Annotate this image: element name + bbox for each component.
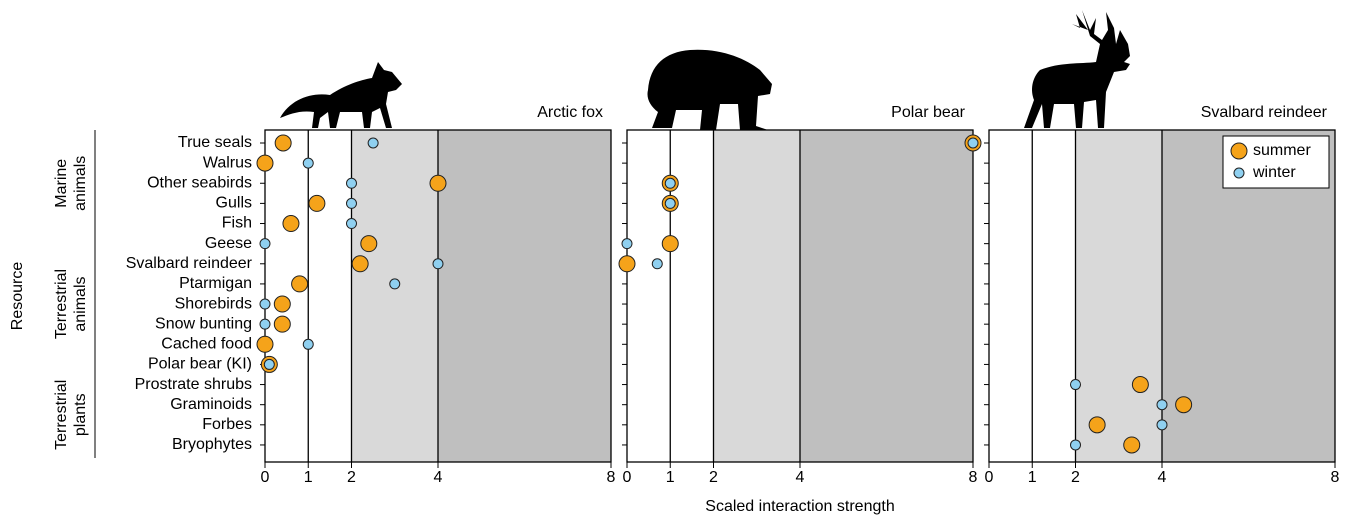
y-axis-label: Resource — [9, 262, 26, 331]
point — [1176, 397, 1192, 413]
point — [1124, 437, 1140, 453]
point — [352, 256, 368, 272]
y-tick-label: Gulls — [216, 195, 252, 212]
y-tick-label: Ptarmigan — [179, 275, 252, 292]
y-tick-label: Polar bear (KI) — [148, 356, 252, 373]
legend-label: winter — [1252, 164, 1296, 181]
point — [433, 259, 443, 269]
panel-title: Arctic fox — [537, 104, 603, 121]
y-tick-label: Fish — [222, 215, 252, 232]
legend-marker — [1234, 168, 1244, 178]
point — [309, 195, 325, 211]
point — [1089, 417, 1105, 433]
point — [260, 319, 270, 329]
x-tick-label: 8 — [969, 469, 978, 486]
point — [622, 239, 632, 249]
y-tick-label: True seals — [178, 134, 252, 151]
group-label: animals — [72, 156, 89, 211]
y-tick-label: Walrus — [203, 154, 252, 171]
y-tick-label: Snow bunting — [155, 315, 252, 332]
point — [257, 336, 273, 352]
point — [264, 359, 274, 369]
panel-title: Svalbard reindeer — [1201, 104, 1328, 121]
shade-band — [800, 130, 973, 462]
x-tick-label: 2 — [709, 469, 718, 486]
x-tick-label: 1 — [304, 469, 313, 486]
point — [1157, 420, 1167, 430]
reindeer-silhouette — [1024, 10, 1130, 128]
group-label: plants — [72, 393, 89, 436]
x-tick-label: 1 — [666, 469, 675, 486]
antler — [1072, 14, 1088, 30]
group-label: Marine — [53, 159, 70, 208]
legend-marker — [1231, 143, 1247, 159]
legend-label: summer — [1253, 142, 1311, 159]
point — [347, 198, 357, 208]
point — [260, 299, 270, 309]
y-tick-label: Shorebirds — [175, 295, 252, 312]
point — [1071, 380, 1081, 390]
shade-band — [438, 130, 611, 462]
x-tick-label: 0 — [261, 469, 270, 486]
point — [1132, 377, 1148, 393]
y-tick-label: Geese — [205, 235, 252, 252]
point — [662, 236, 678, 252]
point — [303, 339, 313, 349]
shade-band — [714, 130, 801, 462]
point — [257, 155, 273, 171]
x-tick-label: 0 — [985, 469, 994, 486]
y-tick-label: Other seabirds — [147, 174, 252, 191]
point — [347, 178, 357, 188]
x-tick-label: 2 — [1071, 469, 1080, 486]
x-tick-label: 1 — [1028, 469, 1037, 486]
x-axis-label: Scaled interaction strength — [705, 498, 894, 515]
y-tick-label: Svalbard reindeer — [126, 255, 253, 272]
point — [274, 316, 290, 332]
x-tick-label: 4 — [796, 469, 805, 486]
group-label: animals — [72, 276, 89, 331]
group-label: Terrestrial — [53, 269, 70, 339]
point — [361, 236, 377, 252]
bear-silhouette — [647, 50, 772, 130]
point — [368, 138, 378, 148]
point — [652, 259, 662, 269]
point — [1071, 440, 1081, 450]
point — [275, 135, 291, 151]
x-tick-label: 8 — [1331, 469, 1340, 486]
point — [260, 239, 270, 249]
point — [619, 256, 635, 272]
point — [283, 216, 299, 232]
x-tick-label: 0 — [623, 469, 632, 486]
silhouettes — [280, 10, 1130, 130]
point — [303, 158, 313, 168]
point — [347, 219, 357, 229]
x-tick-label: 2 — [347, 469, 356, 486]
shade-band — [352, 130, 439, 462]
y-tick-label: Prostrate shrubs — [135, 376, 252, 393]
y-tick-label: Forbes — [202, 416, 252, 433]
point — [665, 198, 675, 208]
chart: Resource Scaled interaction strength Tru… — [0, 0, 1349, 521]
group-label: Terrestrial — [53, 380, 70, 450]
y-tick-label: Cached food — [161, 336, 252, 353]
shade-band — [1076, 130, 1163, 462]
x-tick-label: 4 — [1158, 469, 1167, 486]
point — [968, 138, 978, 148]
panel-title: Polar bear — [891, 104, 965, 121]
point — [390, 279, 400, 289]
point — [274, 296, 290, 312]
x-tick-label: 8 — [607, 469, 616, 486]
point — [1157, 400, 1167, 410]
fox-silhouette — [280, 62, 402, 128]
y-tick-label: Bryophytes — [172, 436, 252, 453]
point — [292, 276, 308, 292]
point — [430, 175, 446, 191]
point — [665, 178, 675, 188]
x-tick-label: 4 — [434, 469, 443, 486]
y-tick-label: Graminoids — [170, 396, 252, 413]
